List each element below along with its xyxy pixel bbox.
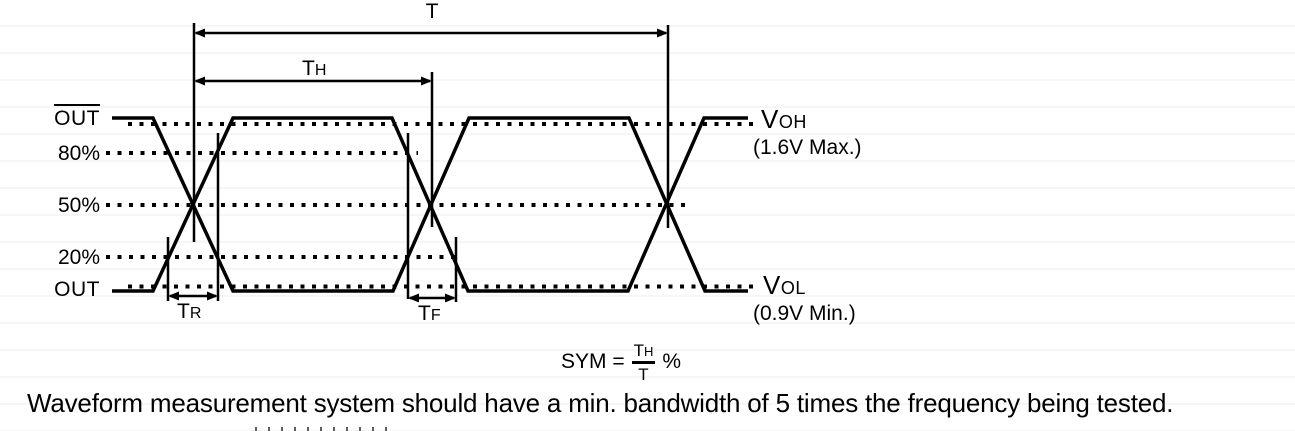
tf-dimension-arrow-left-head [408, 293, 419, 303]
th-high-time-label: TH [302, 57, 327, 80]
formula-denominator: T [638, 364, 649, 384]
formula-percent-suffix: % [662, 350, 682, 374]
fraction-bar [631, 361, 656, 364]
bandwidth-note-caption: Waveform measurement system should have … [27, 388, 1174, 418]
level-label-out-bar: OUT [20, 104, 100, 130]
level-label-80pct: 80% [57, 142, 100, 165]
formula-numerator: TH [633, 341, 654, 360]
vol-value-note: (0.9V Min.) [753, 302, 856, 325]
th-dimension-arrow-right-head [421, 76, 432, 86]
tr-rise-time-label: TR [177, 300, 202, 323]
tr-dimension-arrow-right-head [207, 291, 218, 301]
tf-fall-time-label: TF [418, 302, 441, 325]
out-trace [112, 116, 748, 293]
tr-dimension-arrow-left-head [168, 291, 179, 301]
clipped-next-line-fragment [255, 427, 395, 431]
symmetry-formula: SYM = TH T % [561, 342, 681, 383]
th-dimension-arrow-left-head [194, 76, 205, 86]
voh-label: VOH [761, 104, 807, 134]
formula-lhs: SYM = [561, 350, 625, 374]
level-label-20pct: 20% [57, 246, 100, 269]
formula-fraction: TH T [631, 341, 656, 384]
t-period-label: T [425, 0, 439, 23]
tf-dimension-arrow-right-head [445, 293, 456, 303]
t-dimension-arrow-right-head [657, 28, 668, 38]
voh-value-note: (1.6V Max.) [753, 136, 862, 159]
vol-label: VOL [763, 270, 806, 300]
out-bar-overline-text: OUT [54, 104, 100, 130]
level-label-out: OUT [54, 278, 100, 301]
t-dimension-arrow-left-head [194, 28, 205, 38]
level-label-50pct: 50% [57, 194, 100, 217]
